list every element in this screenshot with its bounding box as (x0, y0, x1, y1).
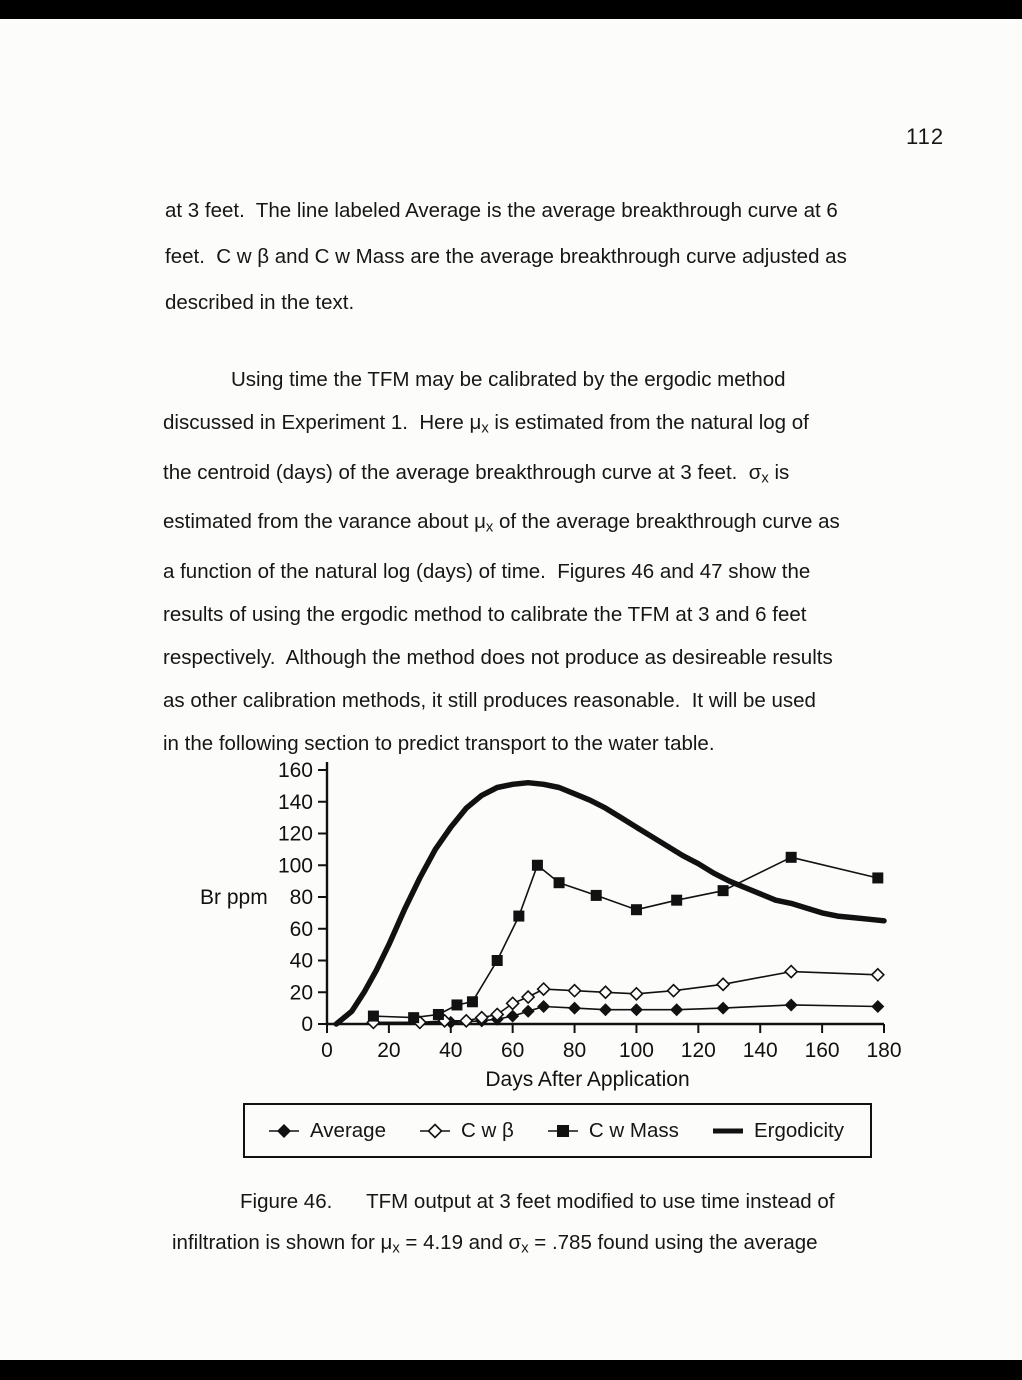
marker-filled-square (717, 885, 729, 897)
marker-filled-square (513, 910, 525, 922)
text-line: respectively. Although the method does n… (163, 646, 833, 670)
y-tick-label: 60 (290, 918, 313, 941)
x-tick-label: 160 (805, 1039, 840, 1062)
x-tick-label: 20 (377, 1039, 400, 1062)
marker-filled-square (630, 904, 642, 916)
text-line: results of using the ergodic method to c… (163, 603, 807, 627)
y-tick-label: 40 (290, 950, 313, 973)
chart-svg: 0 20 40 60 80 100 120 140 160 0 20 40 60 80 100 120 140 1… (200, 759, 902, 1091)
text-line: a function of the natural log (days) of … (163, 560, 811, 584)
marker-open-diamond (784, 964, 799, 979)
text-line: described in the text. (165, 291, 355, 314)
marker-filled-square (671, 894, 683, 906)
marker-open-diamond (474, 1010, 489, 1025)
x-tick-label: 80 (563, 1039, 586, 1062)
marker-open-diamond (629, 986, 644, 1001)
x-axis-label: Days After Application (485, 1068, 689, 1091)
marker-filled-diamond (871, 1000, 885, 1014)
marker-open-diamond (521, 989, 536, 1005)
text-line: at 3 feet. The line labeled Average is t… (165, 199, 838, 222)
x-tick-label: 100 (619, 1039, 654, 1062)
filled-diamond-icon (269, 1123, 299, 1138)
text-line: discussed in Experiment 1. Here μx is es… (163, 411, 809, 437)
text-line: in the following section to predict tran… (163, 732, 715, 756)
x-tick-label: 60 (501, 1039, 524, 1062)
y-tick-label: 160 (278, 759, 313, 782)
figure-caption-line-1: Figure 46. TFM output at 3 feet modified… (240, 1190, 835, 1213)
marker-filled-diamond (599, 1003, 612, 1017)
marker-open-diamond (505, 996, 520, 1011)
marker-open-diamond (567, 983, 582, 998)
legend-item-c-w-mass: C w Mass (546, 1119, 679, 1143)
text-line: the centroid (days) of the average break… (163, 460, 790, 487)
series-line-ergodicity (333, 779, 887, 1027)
marker-open-diamond (598, 985, 613, 1000)
marker-filled-square (408, 1012, 420, 1024)
scan-artifact-top-bar (0, 0, 1022, 19)
x-tick-label: 120 (681, 1039, 716, 1062)
marker-filled-diamond (629, 1003, 643, 1017)
y-tick-label: 100 (278, 854, 313, 877)
thick-line-icon (712, 1128, 743, 1133)
marker-filled-diamond (784, 998, 798, 1012)
paragraph-2: Using time the TFM may be calibrated by … (163, 358, 968, 765)
marker-open-diamond (666, 983, 681, 998)
marker-filled-diamond (568, 1001, 582, 1015)
y-tick-label: 0 (301, 1013, 313, 1036)
marker-filled-diamond (670, 1003, 684, 1017)
marker-filled-diamond (444, 1015, 458, 1029)
text-line: Using time the TFM may be calibrated by … (231, 368, 786, 391)
y-tick-label: 80 (290, 886, 313, 909)
text-line: feet. C w β and C w Mass are the average… (165, 245, 847, 268)
marker-open-diamond (490, 1007, 505, 1022)
marker-open-diamond (715, 977, 731, 992)
text-line: as other calibration methods, it still p… (163, 689, 816, 713)
x-tick-label: 140 (743, 1039, 778, 1062)
marker-filled-diamond (521, 1004, 535, 1018)
filled-square-icon (547, 1124, 578, 1137)
figure-caption-line-2: infiltration is shown for μx = 4.19 and … (172, 1231, 818, 1257)
legend-item-ergodicity: Ergodicity (711, 1119, 844, 1143)
figure-46-chart: 0 20 40 60 80 100 120 140 160 0 20 40 60 80 100 120 140 1… (192, 752, 902, 1092)
y-tick-label: 140 (278, 791, 313, 814)
marker-filled-square (531, 859, 543, 871)
marker-filled-square (367, 1010, 379, 1022)
legend-label: Average (310, 1118, 386, 1142)
y-tick-label: 20 (290, 981, 313, 1004)
legend-label: C w Mass (588, 1118, 679, 1142)
y-axis-label: Br ppm (200, 886, 268, 909)
marker-filled-diamond (716, 1001, 730, 1015)
marker-open-diamond (536, 981, 551, 997)
marker-filled-square (451, 999, 463, 1011)
marker-filled-diamond (537, 1000, 551, 1014)
page-number: 112 (906, 124, 945, 149)
x-tick-label: 40 (439, 1039, 462, 1062)
marker-filled-square (491, 955, 503, 966)
legend-item-average: Average (267, 1119, 386, 1143)
marker-filled-square (785, 851, 797, 863)
x-tick-label: 0 (321, 1039, 333, 1062)
x-tick-label: 180 (866, 1039, 901, 1062)
y-tick-label: 120 (278, 823, 313, 846)
legend-label: C w β (461, 1118, 514, 1142)
legend-item-c-w-beta: C w β (418, 1119, 514, 1143)
marker-filled-square (590, 889, 602, 901)
marker-open-diamond (870, 967, 885, 982)
text-line: estimated from the varance about μx of t… (163, 510, 840, 537)
marker-filled-square (432, 1008, 444, 1020)
chart-legend: Average C w β C w Mass Ergodicity (243, 1103, 872, 1158)
marker-filled-diamond (506, 1009, 520, 1023)
paragraph-1: at 3 feet. The line labeled Average is t… (165, 188, 965, 326)
legend-label: Ergodicity (753, 1118, 844, 1142)
marker-filled-square (466, 996, 478, 1008)
series-line-c-w (372, 970, 879, 1024)
marker-filled-square (553, 877, 565, 889)
open-diamond-icon (420, 1122, 451, 1139)
marker-filled-square (872, 872, 884, 884)
marker-open-diamond (459, 1013, 474, 1028)
scan-artifact-bottom-bar (0, 1360, 1022, 1380)
